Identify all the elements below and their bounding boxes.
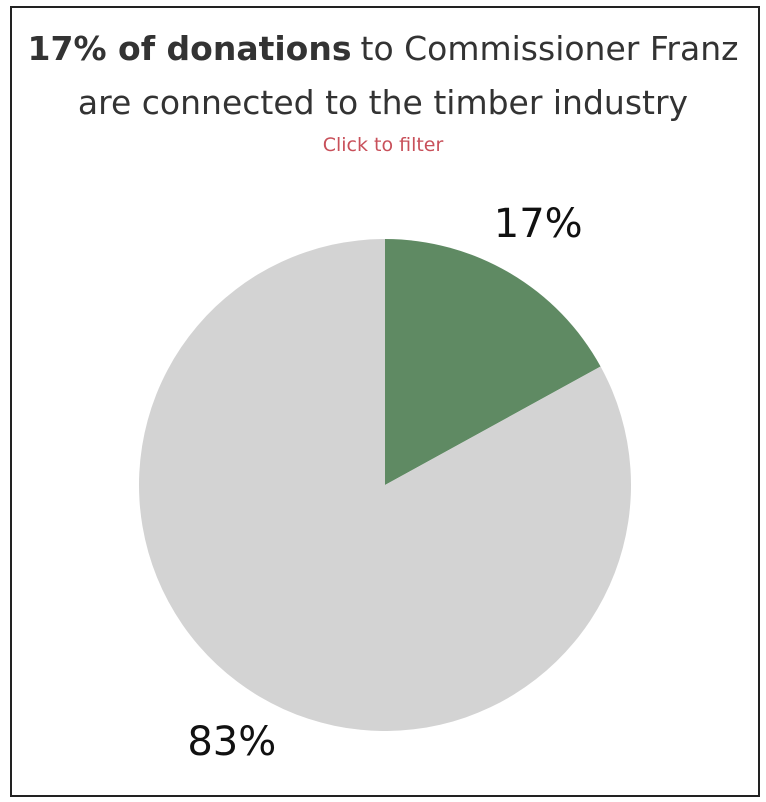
pie-slice <box>138 239 631 731</box>
pie-slice <box>385 239 601 485</box>
chart-title: 17% of donations to Commissioner Franz are… <box>0 22 766 130</box>
frame <box>10 6 760 797</box>
data-label: 17% <box>494 201 583 247</box>
title-line: to Commissioner Franz <box>360 29 739 68</box>
title-line: are connected to the timber industry <box>77 83 689 122</box>
filter-link[interactable]: Click to filter <box>322 134 444 156</box>
data-label: 83% <box>187 719 276 765</box>
title-bold: 17% of donations <box>27 29 352 68</box>
